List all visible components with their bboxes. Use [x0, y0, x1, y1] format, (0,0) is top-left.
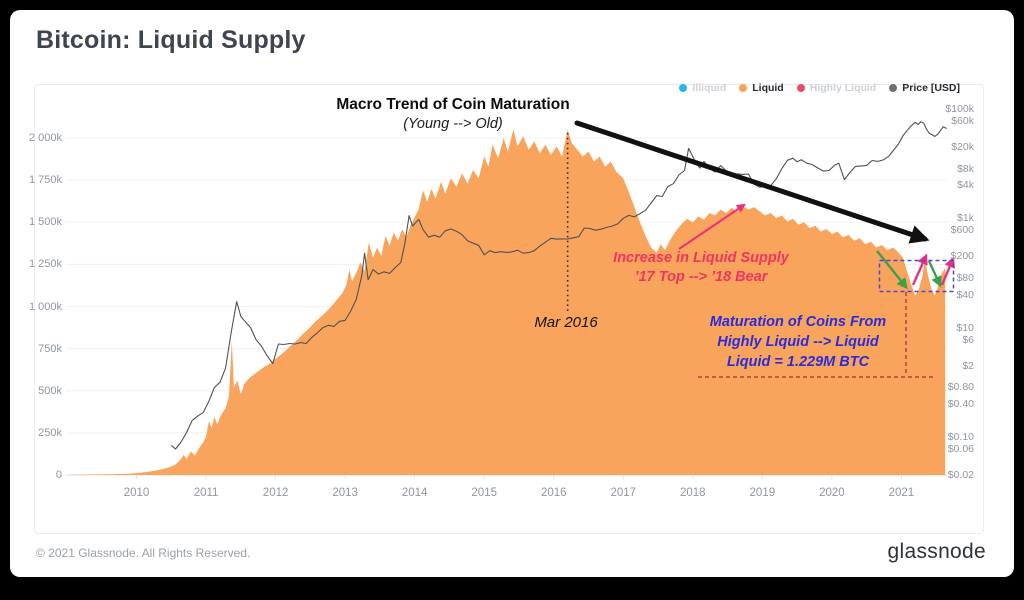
- y-right-tick-$600: $600: [950, 224, 974, 237]
- y-left-tick-1000: 1 000k: [28, 300, 62, 313]
- y-right-tick-$10: $10: [956, 321, 974, 334]
- x-tick-2015: 2015: [471, 487, 497, 499]
- page-title: Bitcoin: Liquid Supply: [36, 26, 306, 54]
- annotation-mar-2016: Mar 2016: [534, 314, 598, 331]
- y-right-tick-$0.80: $0.80: [947, 381, 974, 394]
- x-tick-2021: 2021: [888, 487, 915, 499]
- copyright-text: © 2021 Glassnode. All Rights Reserved.: [36, 546, 251, 560]
- y-right-tick-$1k: $1k: [957, 212, 974, 225]
- x-tick-2012: 2012: [262, 487, 289, 499]
- legend-item-illiquid[interactable]: Illiquid: [679, 82, 726, 94]
- annotation-maturation-line2: Highly Liquid --> Liquid: [717, 334, 879, 350]
- annotation-macro-trend-subtitle: (Young --> Old): [403, 116, 503, 132]
- annotation-maturation-line3: Liquid = 1.229M BTC: [726, 354, 870, 370]
- annotation-increase-line1: Increase in Liquid Supply: [613, 250, 789, 266]
- y-right-tick-$0.02: $0.02: [947, 469, 974, 482]
- legend-item-price-usd[interactable]: Price [USD]: [889, 82, 960, 94]
- legend-item-highly-liquid[interactable]: Highly Liquid: [796, 82, 877, 94]
- liquid-supply-area-series: [70, 129, 946, 475]
- liquid-area-path: [70, 129, 946, 475]
- increase-supply-arrow: [678, 203, 746, 250]
- annotation-maturation-of-coins: Maturation of Coins From Highly Liquid -…: [679, 312, 917, 372]
- y-right-tick-$40: $40: [956, 288, 974, 301]
- legend-dot: [796, 84, 805, 92]
- y-left-tick-750: 750k: [38, 342, 62, 355]
- annotation-increase-liquid-supply: Increase in Liquid Supply ’17 Top --> ’1…: [588, 249, 814, 287]
- glassnode-logo: glassnode: [887, 540, 986, 563]
- legend-label: Highly Liquid: [809, 82, 877, 94]
- annotation-increase-line2: ’17 Top --> ’18 Bear: [634, 269, 768, 285]
- legend-dot: [679, 84, 688, 92]
- x-tick-2011: 2011: [193, 487, 219, 499]
- y-left-tick-1500: 1 500k: [28, 216, 62, 229]
- legend-dot: [739, 84, 748, 92]
- y-left-tick-500: 500k: [38, 384, 62, 397]
- y-right-tick-$20k: $20k: [951, 141, 974, 154]
- maturation-down-arrow-1: [876, 250, 908, 290]
- y-right-tick-$0.40: $0.40: [947, 397, 974, 410]
- y-right-tick-$200: $200: [950, 250, 974, 263]
- y-left-tick-2000: 2 000k: [28, 132, 62, 144]
- y-right-tick-$0.10: $0.10: [947, 430, 974, 443]
- legend-label: Illiquid: [692, 82, 727, 94]
- x-tick-2020: 2020: [819, 487, 845, 499]
- legend-item-liquid[interactable]: Liquid: [739, 82, 784, 94]
- legend-dot: [889, 84, 898, 92]
- y-right-tick-$80: $80: [956, 272, 974, 285]
- chart-frame: [34, 84, 984, 534]
- chart-legend: Illiquid Liquid Highly Liquid Price [USD]: [679, 82, 960, 94]
- y-left-tick-250: 250k: [38, 426, 62, 439]
- y-right-tick-$4k: $4k: [957, 179, 974, 192]
- y-right-tick-$8k: $8k: [957, 162, 974, 175]
- price-line-series: [170, 121, 947, 450]
- x-tick-2014: 2014: [401, 487, 428, 499]
- y-right-tick-$100k: $100k: [945, 103, 974, 115]
- x-tick-2016: 2016: [540, 487, 567, 499]
- x-tick-2019: 2019: [749, 487, 776, 499]
- annotation-macro-trend-title: Macro Trend of Coin Maturation: [336, 96, 570, 113]
- y-left-tick-0: 0: [55, 469, 62, 481]
- maturation-up-arrow-2: [940, 256, 955, 286]
- macro-trend-arrow: [574, 120, 930, 244]
- y-right-tick-$2: $2: [962, 359, 974, 372]
- x-tick-2017: 2017: [610, 487, 637, 499]
- x-tick-2010: 2010: [123, 487, 150, 499]
- y-left-tick-1250: 1 250k: [28, 258, 62, 271]
- y-right-tick-$60k: $60k: [951, 115, 974, 128]
- y-right-tick-$6: $6: [962, 333, 974, 346]
- x-tick-2013: 2013: [332, 487, 358, 499]
- annotation-maturation-line1: Maturation of Coins From: [709, 314, 887, 330]
- y-left-tick-1750: 1 750k: [28, 174, 62, 187]
- maturation-down-arrow-2: [927, 260, 942, 288]
- maturation-zoom-box: [878, 259, 955, 293]
- price-line-path: [170, 121, 947, 450]
- x-tick-2018: 2018: [680, 487, 706, 499]
- legend-label: Liquid: [752, 82, 784, 94]
- annotation-shapes: [566, 120, 955, 378]
- legend-label: Price [USD]: [902, 82, 960, 94]
- y-right-tick-$0.06: $0.06: [947, 442, 974, 455]
